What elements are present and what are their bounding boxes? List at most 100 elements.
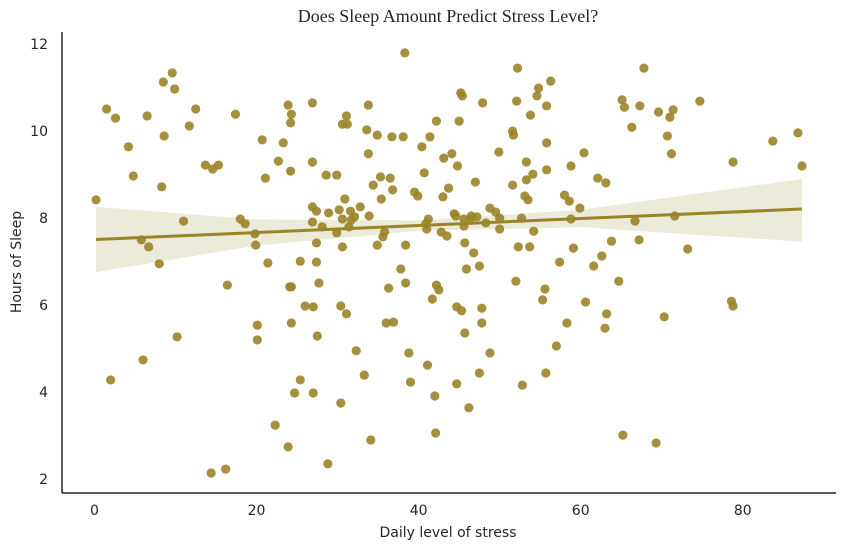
scatter-point: [542, 138, 552, 148]
scatter-point: [562, 318, 572, 328]
scatter-point: [342, 119, 352, 129]
scatter-point: [337, 242, 348, 252]
scatter-point: [123, 142, 134, 152]
scatter-point: [551, 341, 561, 351]
scatter-point: [200, 160, 211, 170]
y-tick-label: 8: [39, 211, 48, 227]
x-tick-label: 0: [90, 503, 99, 519]
scatter-point: [425, 132, 435, 142]
scatter-point: [454, 116, 464, 126]
scatter-point: [363, 100, 373, 110]
scatter-point: [312, 331, 322, 341]
scatter-point: [461, 264, 472, 274]
scatter-point: [351, 346, 361, 356]
scatter-point: [564, 196, 574, 206]
scatter-point: [423, 214, 433, 224]
y-tick-label: 4: [39, 385, 48, 401]
scatter-point: [359, 370, 369, 380]
scatter-point: [606, 236, 617, 246]
scatter-point: [451, 211, 461, 221]
scatter-point: [387, 132, 397, 142]
scatter-point: [184, 121, 194, 131]
scatter-point: [597, 251, 607, 261]
scatter-point: [221, 464, 231, 474]
scatter-point: [366, 435, 376, 445]
scatter-point: [308, 388, 318, 398]
scatter-point: [602, 309, 612, 319]
scatter-point: [634, 235, 644, 245]
x-tick-label: 20: [248, 503, 266, 519]
x-axis-label: Daily level of stress: [380, 525, 517, 541]
scatter-point: [452, 379, 462, 389]
scatter-point: [495, 224, 505, 234]
scatter-point: [362, 125, 372, 135]
chart-title: Does Sleep Amount Predict Stress Level?: [298, 6, 598, 26]
scatter-point: [405, 377, 416, 387]
scatter-point: [474, 261, 484, 271]
scatter-point: [300, 301, 310, 311]
scatter-point: [523, 195, 533, 205]
scatter-point: [384, 283, 394, 293]
scatter-point: [668, 105, 678, 115]
scatter-point: [768, 136, 778, 146]
scatter-point: [340, 194, 350, 204]
scatter-point: [439, 153, 449, 163]
scatter-point: [388, 317, 399, 327]
scatter-point: [485, 348, 495, 358]
scatter-point: [457, 91, 467, 101]
scatter-point: [511, 276, 521, 286]
scatter-point: [128, 171, 138, 181]
scatter-point: [538, 295, 548, 305]
scatter-point: [540, 284, 550, 294]
scatter-point: [532, 91, 542, 101]
scatter-point: [617, 95, 627, 105]
scatter-point: [206, 468, 216, 478]
scatter-point: [379, 227, 390, 237]
scatter-point: [659, 312, 669, 322]
scatter-point: [404, 348, 414, 358]
scatter-point: [434, 285, 444, 295]
scatter-point: [635, 101, 645, 111]
scatter-point: [336, 301, 346, 311]
scatter-point: [469, 248, 479, 258]
scatter-point: [639, 63, 649, 73]
scatter-point: [222, 280, 232, 290]
scatter-point: [311, 238, 322, 248]
scatter-point: [464, 403, 474, 413]
scatter-point: [213, 160, 224, 170]
scatter-point: [566, 161, 576, 171]
scatter-point: [240, 219, 250, 229]
scatter-point: [651, 438, 661, 448]
scatter-point: [101, 104, 112, 114]
scatter-point: [533, 83, 544, 93]
scatter-point: [154, 259, 164, 269]
scatter-point: [285, 118, 296, 128]
scatter-point: [323, 459, 333, 469]
scatter-point: [438, 192, 448, 202]
scatter-point: [91, 195, 101, 205]
scatter-point: [728, 157, 738, 167]
scatter-point: [334, 205, 344, 215]
scatter-point: [311, 257, 322, 267]
scatter-point: [630, 216, 640, 226]
scatter-point: [589, 261, 599, 271]
y-tick-label: 2: [39, 472, 48, 488]
scatter-point: [478, 98, 488, 108]
scatter-point: [372, 130, 382, 140]
scatter-point: [417, 142, 427, 152]
scatter-point: [144, 242, 154, 252]
scatter-point: [521, 157, 532, 167]
scatter-point: [286, 318, 296, 328]
scatter-point: [512, 63, 523, 73]
scatter-point: [555, 257, 565, 267]
scatter-point: [508, 130, 519, 140]
scatter-point: [447, 149, 457, 159]
scatter-point: [474, 368, 484, 378]
scatter-point: [601, 178, 611, 188]
scatter-point: [396, 264, 406, 274]
scatter-point: [336, 398, 346, 408]
scatter-point: [363, 149, 373, 159]
scatter-point: [512, 96, 522, 106]
scatter-point: [797, 161, 807, 171]
